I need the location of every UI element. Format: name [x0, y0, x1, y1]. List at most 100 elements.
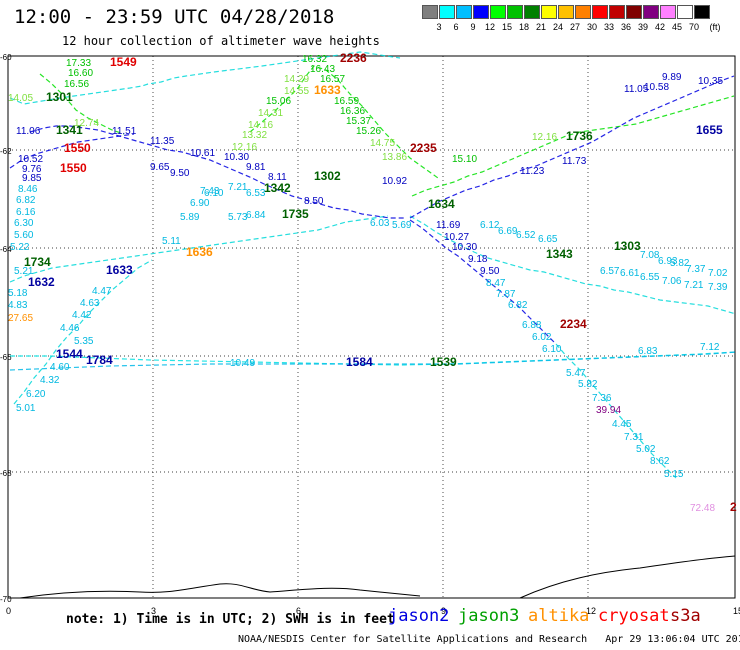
- wave-height-label: 5.89: [180, 212, 200, 223]
- scale-swatch: [439, 5, 455, 19]
- wave-height-label: 6.52: [516, 230, 536, 241]
- wave-height-label: 9.81: [246, 162, 266, 173]
- wave-height-label: 15.06: [266, 96, 291, 107]
- scale-label: 21: [535, 22, 546, 32]
- wave-height-label: 9.50: [480, 266, 500, 277]
- wave-height-label: 14.29: [284, 74, 309, 85]
- satellite-s3a: s3a: [670, 606, 701, 626]
- wave-height-label: 1544: [56, 347, 83, 361]
- track-line: [9, 351, 737, 371]
- wave-height-label: 6.84: [246, 210, 266, 221]
- wave-height-label: 72.48: [690, 503, 715, 514]
- track-line: [409, 75, 735, 219]
- wave-height-label: 5.01: [16, 403, 36, 414]
- wave-height-label: 1343: [546, 247, 573, 261]
- wave-height-label: 27.65: [8, 313, 33, 324]
- scale-label: 18: [518, 22, 529, 32]
- wave-height-label: 1736: [566, 129, 593, 143]
- wave-height-label: 6.69: [498, 226, 518, 237]
- scale-swatch: [473, 5, 489, 19]
- wave-height-label: 4.42: [72, 310, 92, 321]
- wave-height-label: 7.06: [662, 276, 682, 287]
- wave-height-label: 1301: [46, 90, 73, 104]
- scale-label: 45: [671, 22, 682, 32]
- track-line: [9, 215, 389, 283]
- track-line: [249, 65, 439, 179]
- page-title: 12:00 - 23:59 UTC 04/28/2018: [14, 6, 335, 28]
- wave-height-label: 2235: [410, 141, 437, 155]
- wave-height-label: 6.90: [190, 198, 210, 209]
- wave-height-label: 6.03: [370, 218, 390, 229]
- wave-height-label: 16.43: [310, 64, 335, 75]
- wave-height-label: 6.57: [600, 266, 620, 277]
- wave-height-label: 8.50: [304, 196, 324, 207]
- wave-height-label: 5.82: [578, 379, 598, 390]
- scale-swatch: [524, 5, 540, 19]
- wave-height-label: 14.05: [8, 93, 33, 104]
- wave-height-label: 6.12: [480, 220, 500, 231]
- scale-label: 42: [654, 22, 665, 32]
- wave-height-label: 6.02: [532, 332, 552, 343]
- wave-height-label: 10.49: [230, 358, 255, 369]
- wave-height-label: 5.69: [392, 220, 412, 231]
- track-line: [29, 125, 404, 219]
- track-line: [9, 133, 135, 169]
- map-frame: [7, 55, 736, 599]
- wave-height-label: 1784: [86, 353, 113, 367]
- wave-height-label: 8.11: [268, 172, 287, 183]
- footer-note: note: 1) Time is in UTC; 2) SWH is in fe…: [66, 612, 395, 627]
- wave-height-label: 1734: [24, 255, 51, 269]
- scale-swatch: [541, 5, 557, 19]
- wave-height-label: 6.88: [522, 320, 542, 331]
- wave-height-label: 6.82: [16, 195, 36, 206]
- wave-height-label: 1632: [28, 275, 55, 289]
- track-line: [9, 51, 401, 105]
- wave-height-label: 5.11: [162, 236, 181, 247]
- wave-height-label: 5.02: [636, 444, 656, 455]
- wave-height-label: 16.57: [320, 74, 345, 85]
- scale-label: 12: [484, 22, 495, 32]
- wave-height-label: 14.31: [258, 108, 283, 119]
- axis-ticks: 0 3 6 9 12 15 -60 -62 -64 -66 -68 -70: [0, 53, 740, 616]
- wave-height-label: 6.16: [16, 207, 36, 218]
- wave-height-label: 1539: [430, 355, 457, 369]
- wave-height-label: 9.50: [170, 168, 190, 179]
- scale-label: 36: [620, 22, 631, 32]
- wave-height-label: 6.82: [508, 300, 528, 311]
- wave-height-label: 7.08: [640, 250, 660, 261]
- wave-height-label: 4.60: [50, 362, 70, 373]
- wave-height-label: 16.32: [302, 54, 327, 65]
- satellite-altika: altika: [528, 606, 590, 626]
- scale-label: 9: [470, 22, 476, 32]
- wave-height-label: 1633: [314, 83, 341, 97]
- wave-height-label: 8.46: [18, 184, 38, 195]
- wave-height-label: 9.18: [468, 254, 488, 265]
- track-line: [409, 215, 737, 315]
- wave-height-label: 12.16: [532, 132, 557, 143]
- wave-height-label: 5.35: [74, 336, 94, 347]
- wave-height-label: 39.94: [596, 405, 621, 416]
- satellite-tracks: [9, 51, 737, 479]
- wave-height-label: 11.51: [112, 126, 137, 137]
- wave-height-label: 5.47: [566, 368, 586, 379]
- scale-label: 6: [453, 22, 459, 32]
- scale-swatch: [507, 5, 523, 19]
- y-tick-label: -64: [0, 245, 12, 254]
- wave-height-label: 1633: [106, 263, 133, 277]
- track-line: [411, 95, 735, 197]
- wave-height-label: 10.30: [452, 242, 477, 253]
- wave-height-label: 7.21: [684, 280, 704, 291]
- wave-height-label: 17.33: [66, 58, 91, 69]
- wave-height-label: 6.53: [246, 188, 266, 199]
- wave-height-label: 15.10: [452, 154, 477, 165]
- wave-height-label: 13.86: [382, 152, 407, 163]
- wave-height-label: 6.61: [620, 268, 640, 279]
- page-subtitle: 12 hour collection of altimeter wave hei…: [62, 34, 380, 48]
- wave-height-label: 10.27: [444, 232, 469, 243]
- wave-height-label: 7.21: [228, 182, 248, 193]
- scale-label: 15: [501, 22, 512, 32]
- wave-height-label: 6.20: [26, 389, 46, 400]
- x-tick-label: 6: [296, 606, 301, 616]
- x-tick-label: 3: [151, 606, 156, 616]
- wave-height-label: 9.76: [22, 164, 42, 175]
